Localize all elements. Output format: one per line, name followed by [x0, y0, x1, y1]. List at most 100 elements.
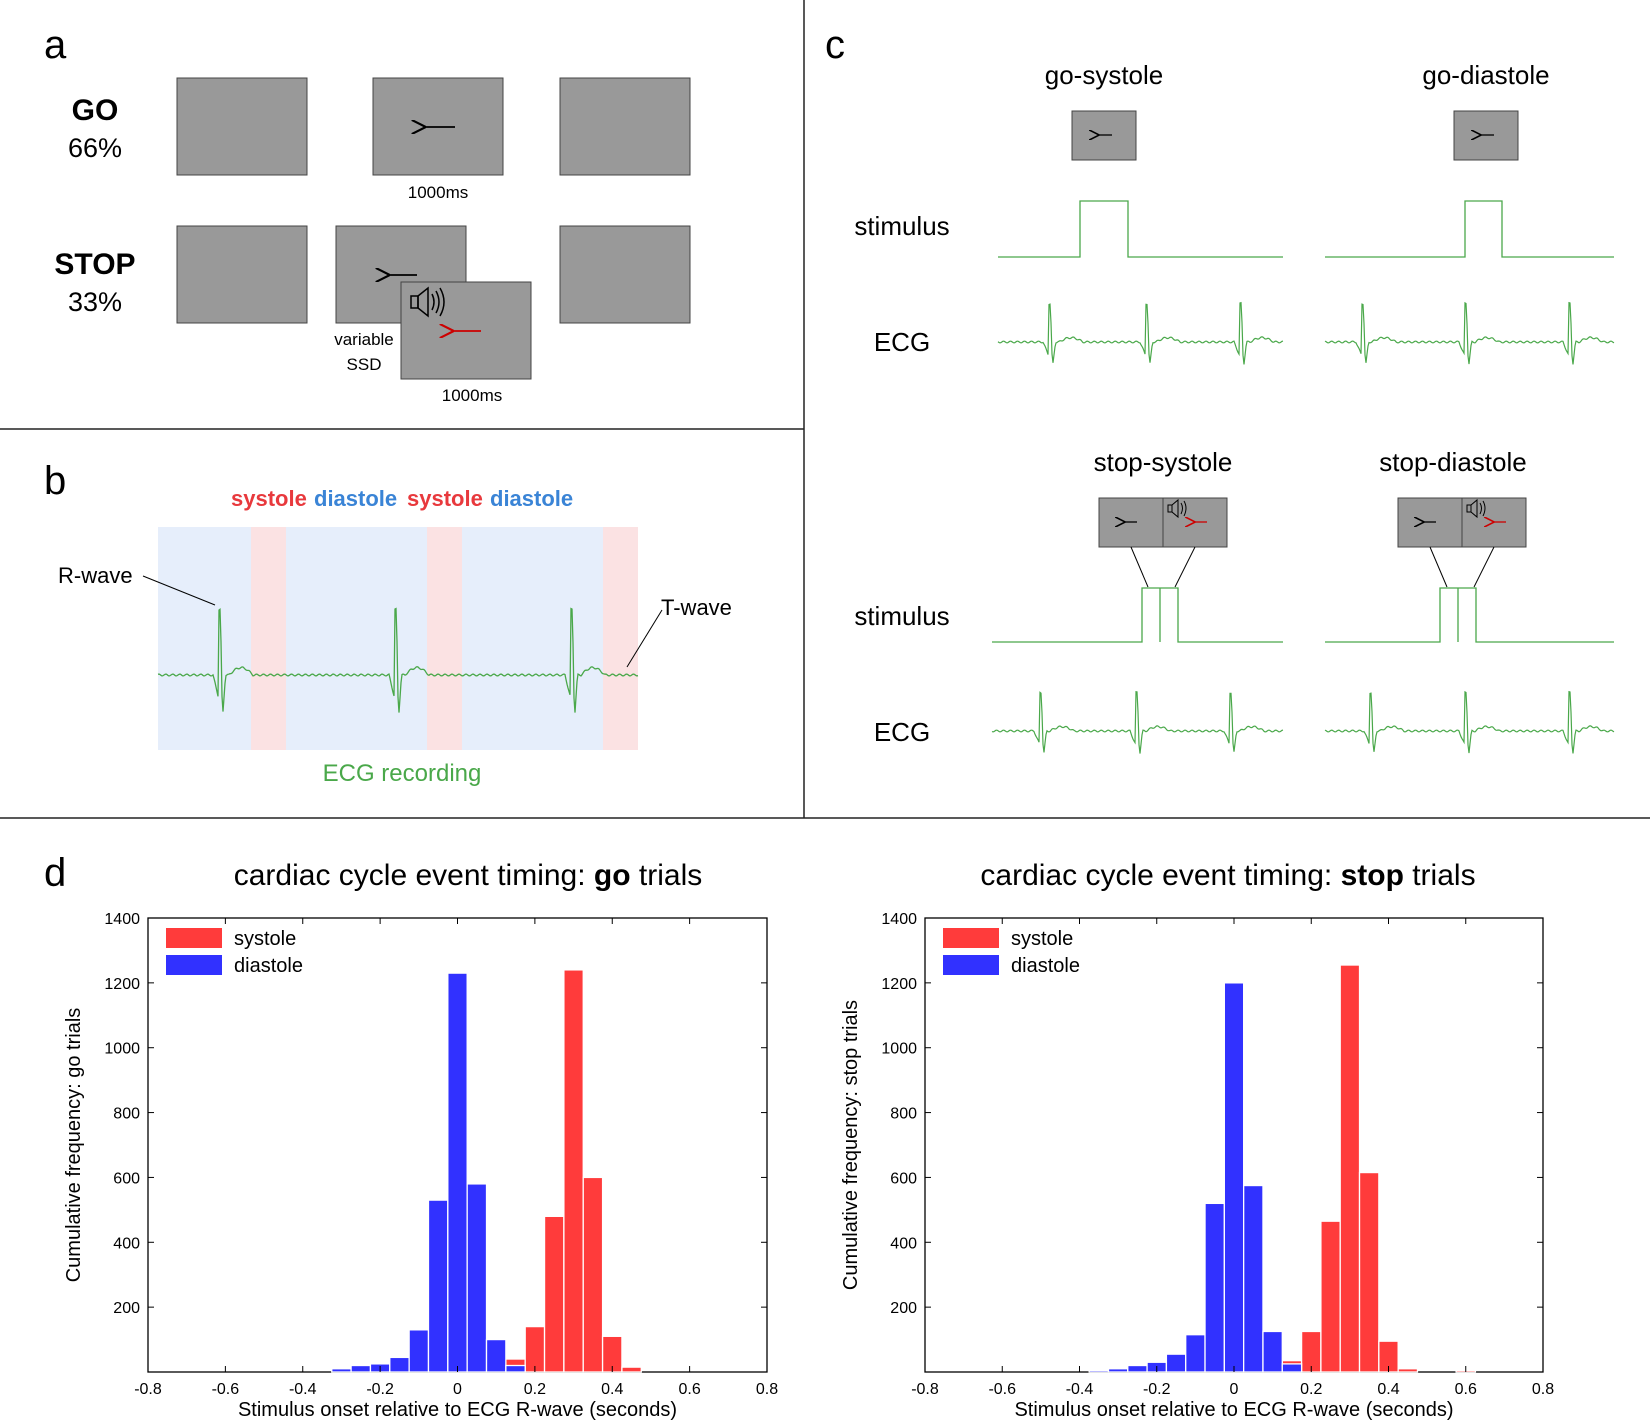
ecg-label-2: ECG	[874, 717, 930, 747]
diastole-bar	[1243, 1184, 1264, 1373]
diastole-bar	[1262, 1330, 1283, 1373]
diastole-bar	[505, 1364, 526, 1373]
x-tick-label: 0.2	[524, 1381, 546, 1398]
systole-bar	[621, 1366, 642, 1373]
systole-bar	[1300, 1330, 1322, 1373]
x-tick-label: 0.2	[1300, 1381, 1322, 1398]
stop-diastole-speaker-icon	[1466, 498, 1486, 519]
diastole-band	[158, 527, 638, 750]
diastole-bar	[427, 1199, 449, 1373]
stimulus-trace-go-diastole	[1325, 200, 1614, 258]
systole-band-2	[427, 527, 462, 750]
x-tick-label: -0.6	[988, 1381, 1016, 1398]
y-tick-label: 1000	[881, 1041, 917, 1058]
systole-band-3	[603, 527, 638, 750]
panel-c: c go-systole go-diastole stop-systole st…	[825, 23, 1615, 754]
y-axis-label: Cumulative frequency: go trials	[63, 1008, 85, 1283]
r-wave-pointer	[142, 575, 216, 606]
y-tick-label: 1200	[881, 976, 917, 993]
panel-b-label: b	[44, 459, 66, 503]
stop-percent: 33%	[68, 287, 122, 317]
x-tick-label: 0.6	[679, 1381, 701, 1398]
diastole-bar	[1223, 982, 1245, 1373]
r-wave-label: R-wave	[58, 563, 133, 588]
condition-stop-systole: stop-systole	[1094, 447, 1233, 477]
diastole-bar	[466, 1183, 488, 1373]
y-tick-label: 400	[890, 1235, 917, 1252]
histogram-go-trials: cardiac cycle event timing: go trials -0.…	[63, 859, 778, 1421]
y-tick-label: 600	[113, 1170, 140, 1187]
systole-bar	[1339, 964, 1361, 1373]
ecg-trace-go-systole	[997, 301, 1284, 365]
legend-label-diastole: diastole	[1011, 955, 1080, 977]
legend-swatch-systole	[166, 928, 222, 948]
x-tick-label: 0.6	[1455, 1381, 1477, 1398]
stimulus-trace-go-systole	[998, 200, 1283, 258]
panel-c-label: c	[825, 23, 845, 67]
chart-title-prefix: cardiac cycle event timing:	[234, 859, 594, 892]
stimulus-label-1: stimulus	[854, 211, 949, 241]
legend-label-diastole: diastole	[234, 955, 303, 977]
diastole-bar	[485, 1338, 507, 1373]
systole-bar	[1358, 1171, 1380, 1373]
t-wave-label: T-wave	[661, 595, 732, 620]
diastole-bar	[1204, 1202, 1225, 1373]
x-tick-label: -0.8	[134, 1381, 162, 1398]
panel-b: b systole diastole systole diastole R-wa…	[44, 459, 732, 787]
ecg-trace-stop-diastole	[1324, 690, 1615, 754]
go-diastole-screen	[1453, 110, 1519, 161]
stimulus-trace-stop-systole	[992, 587, 1283, 643]
legend-swatch-diastole	[166, 955, 222, 975]
ecg-caption: ECG recording	[323, 760, 482, 787]
x-tick-label: -0.2	[366, 1381, 394, 1398]
chart-title-suffix: trials	[631, 859, 703, 892]
phase-label-diastole-1: diastole	[314, 486, 397, 511]
diastole-bar	[1088, 1369, 1110, 1373]
panel-a-label: a	[44, 23, 67, 67]
systole-band-1	[251, 527, 286, 750]
ecg-trace-go-diastole	[1324, 301, 1615, 365]
diastole-bar	[408, 1329, 430, 1373]
systole-bar	[563, 969, 584, 1373]
speaker-icon	[410, 286, 445, 318]
condition-go-diastole: go-diastole	[1422, 60, 1549, 90]
systole-bar	[1397, 1368, 1419, 1373]
x-tick-label: 0	[1230, 1381, 1239, 1398]
chart-title-prefix: cardiac cycle event timing:	[980, 859, 1340, 892]
stop-systole-screens	[1098, 497, 1228, 588]
y-tick-label: 200	[113, 1300, 140, 1317]
panel-d-label: d	[44, 851, 66, 895]
legend-swatch-systole	[943, 928, 999, 948]
y-tick-label: 1000	[104, 1041, 140, 1058]
x-tick-label: 0.4	[1377, 1381, 1399, 1398]
y-tick-label: 1200	[104, 976, 140, 993]
diastole-bar	[389, 1356, 410, 1373]
histogram-stop-trials: cardiac cycle event timing: stop trials -…	[840, 859, 1554, 1421]
legend-swatch-diastole	[943, 955, 999, 975]
go-title: GO	[72, 94, 119, 127]
chart-title: cardiac cycle event timing: go trials	[234, 859, 703, 892]
diastole-bar	[447, 972, 468, 1373]
panel-d: d cardiac cycle event timing: go trials -…	[44, 851, 1554, 1421]
diastole-bar	[1107, 1368, 1129, 1373]
x-tick-label: 0.8	[1532, 1381, 1554, 1398]
systole-bar	[582, 1176, 604, 1373]
x-axis-label: Stimulus onset relative to ECG R-wave (s…	[238, 1399, 677, 1421]
diastole-bar	[1281, 1363, 1303, 1373]
x-tick-label: 0	[453, 1381, 462, 1398]
phase-label-systole-1: systole	[231, 486, 307, 511]
t-wave-pointer	[626, 609, 663, 668]
x-tick-label: -0.6	[212, 1381, 240, 1398]
chart-title: cardiac cycle event timing: stop trials	[980, 859, 1475, 892]
go-blank-screen	[559, 77, 691, 176]
stimulus-trace-stop-diastole	[1325, 587, 1614, 643]
phase-label-systole-2: systole	[407, 486, 483, 511]
ecg-label-1: ECG	[874, 327, 930, 357]
diastole-bar	[331, 1368, 352, 1373]
go-duration: 1000ms	[408, 183, 468, 202]
y-tick-label: 1400	[104, 911, 140, 928]
ecg-trace	[157, 607, 639, 713]
legend-label-systole: systole	[1011, 928, 1073, 950]
stop-fixation-screen	[176, 225, 308, 324]
